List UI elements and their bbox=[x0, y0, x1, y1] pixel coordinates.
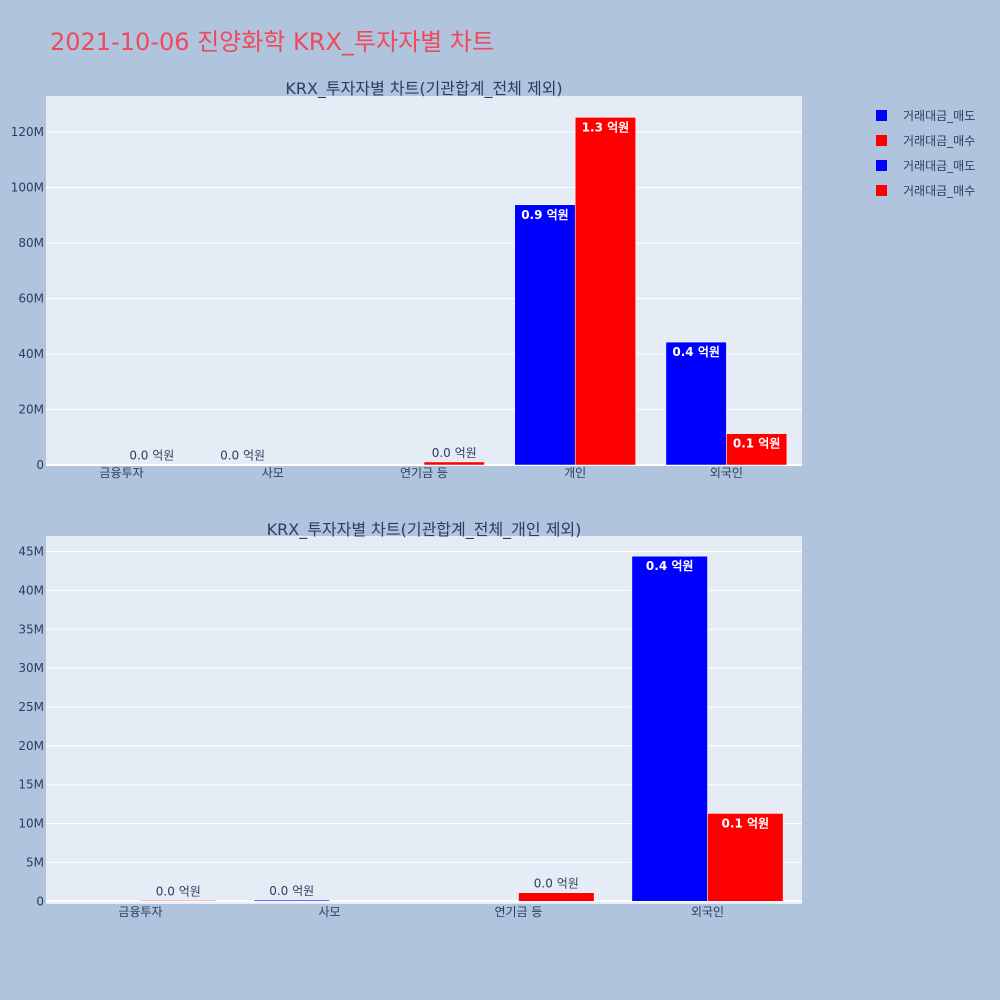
data-label: 0.0 억원 bbox=[432, 446, 477, 460]
legend-swatch-sell-1 bbox=[876, 110, 887, 121]
chart-title: KRX_투자자별 차트(기관합계_전체 제외) bbox=[285, 79, 562, 99]
page-title: 2021-10-06 진양화학 KRX_투자자별 차트 bbox=[50, 28, 495, 56]
y-tick-label: 5M bbox=[26, 855, 44, 869]
bar-sell bbox=[665, 341, 727, 466]
x-tick-label: 사모 bbox=[318, 905, 340, 919]
legend-swatch-buy-2 bbox=[876, 185, 887, 196]
y-tick-label: 10M bbox=[18, 817, 44, 831]
legend-label-buy-2: 거래대금_매수 bbox=[903, 184, 976, 198]
y-tick-label: 45M bbox=[18, 545, 44, 559]
x-tick-label: 사모 bbox=[262, 466, 284, 480]
x-tick-label: 개인 bbox=[564, 466, 586, 480]
data-label: 1.3 억원 bbox=[582, 120, 630, 134]
x-tick-label: 금융투자 bbox=[118, 905, 162, 919]
x-tick-label: 연기금 등 bbox=[495, 905, 543, 919]
data-label: 0.0 억원 bbox=[156, 885, 201, 899]
data-label: 0.0 억원 bbox=[269, 884, 314, 898]
data-label: 0.4 억원 bbox=[672, 345, 720, 359]
chart-2: KRX_투자자별 차트(기관합계_전체_개인 제외) 0 5M 10M 15M 20M 25… bbox=[18, 520, 802, 919]
y-tick-label: 20M bbox=[18, 739, 44, 753]
y-tick-label: 80M bbox=[18, 236, 44, 250]
legend-item-sell-2[interactable]: 거래대금_매도 bbox=[876, 156, 975, 175]
bar-buy bbox=[726, 433, 788, 466]
bar-sell bbox=[253, 899, 330, 902]
bar-sell bbox=[631, 555, 708, 902]
legend-label-buy-1: 거래대금_매수 bbox=[903, 134, 976, 148]
data-label: 0.4 억원 bbox=[646, 559, 694, 573]
y-tick-label: 0 bbox=[36, 894, 44, 908]
bar-buy bbox=[518, 892, 595, 902]
y-tick-label: 30M bbox=[18, 661, 44, 675]
y-tick-label: 40M bbox=[18, 583, 44, 597]
data-label: 0.9 억원 bbox=[521, 208, 569, 222]
y-tick-label: 0 bbox=[36, 458, 44, 472]
data-label: 0.1 억원 bbox=[722, 816, 770, 830]
legend-swatch-buy-1 bbox=[876, 135, 887, 146]
data-label: 0.0 억원 bbox=[129, 449, 174, 463]
y-tick-label: 15M bbox=[18, 778, 44, 792]
data-label: 0.1 억원 bbox=[733, 437, 781, 451]
y-tick-label: 25M bbox=[18, 700, 44, 714]
bar-buy bbox=[423, 461, 485, 466]
x-tick-label: 외국인 bbox=[710, 466, 743, 480]
legend-item-sell-1[interactable]: 거래대금_매도 bbox=[876, 106, 975, 125]
x-tick-label: 금융투자 bbox=[100, 466, 144, 480]
y-tick-label: 60M bbox=[18, 292, 44, 306]
y-tick-label: 100M bbox=[11, 181, 44, 195]
data-label: 0.0 억원 bbox=[534, 877, 579, 891]
legend: 거래대금_매도 거래대금_매수 거래대금_매도 거래대금_매수 bbox=[876, 106, 975, 206]
chart-title: KRX_투자자별 차트(기관합계_전체_개인 제외) bbox=[267, 520, 582, 540]
bar-buy bbox=[574, 117, 636, 466]
y-tick-label: 20M bbox=[18, 403, 44, 417]
legend-item-buy-2[interactable]: 거래대금_매수 bbox=[876, 181, 975, 200]
bar-sell bbox=[514, 204, 576, 466]
legend-item-buy-1[interactable]: 거래대금_매수 bbox=[876, 131, 975, 150]
bar-buy bbox=[707, 813, 784, 902]
chart-1: KRX_투자자별 차트(기관합계_전체 제외) 0 20M 40M 60M 80M 100M… bbox=[11, 79, 802, 480]
y-tick-label: 35M bbox=[18, 622, 44, 636]
y-tick-label: 120M bbox=[11, 125, 44, 139]
legend-label-sell-2: 거래대금_매도 bbox=[903, 159, 976, 173]
data-label: 0.0 억원 bbox=[220, 449, 265, 463]
x-tick-label: 연기금 등 bbox=[400, 466, 448, 480]
y-tick-label: 40M bbox=[18, 347, 44, 361]
legend-swatch-sell-2 bbox=[876, 160, 887, 171]
legend-label-sell-1: 거래대금_매도 bbox=[903, 109, 976, 123]
bar-buy bbox=[140, 900, 217, 902]
x-tick-label: 외국인 bbox=[691, 905, 724, 919]
